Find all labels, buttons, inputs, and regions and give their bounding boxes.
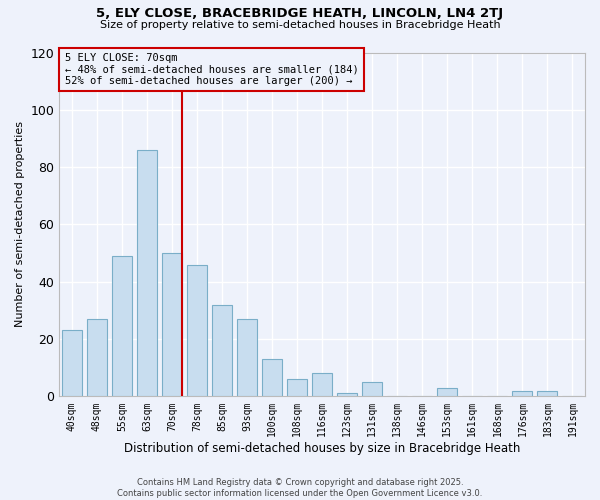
Bar (62, 330, 82, 396)
Bar (187, 264, 207, 396)
Bar (287, 379, 307, 396)
Bar (212, 304, 232, 396)
Bar (362, 382, 382, 396)
Text: 5, ELY CLOSE, BRACEBRIDGE HEATH, LINCOLN, LN4 2TJ: 5, ELY CLOSE, BRACEBRIDGE HEATH, LINCOLN… (97, 8, 503, 20)
Bar (337, 394, 357, 396)
Text: Contains HM Land Registry data © Crown copyright and database right 2025.
Contai: Contains HM Land Registry data © Crown c… (118, 478, 482, 498)
Y-axis label: Number of semi-detached properties: Number of semi-detached properties (15, 122, 25, 328)
Bar (312, 374, 332, 396)
X-axis label: Distribution of semi-detached houses by size in Bracebridge Heath: Distribution of semi-detached houses by … (124, 442, 520, 455)
Bar (437, 388, 457, 396)
Bar (162, 253, 182, 396)
Text: 5 ELY CLOSE: 70sqm
← 48% of semi-detached houses are smaller (184)
52% of semi-d: 5 ELY CLOSE: 70sqm ← 48% of semi-detache… (65, 53, 358, 86)
Bar (112, 256, 132, 396)
Bar (512, 390, 532, 396)
Bar (538, 390, 557, 396)
Bar (237, 319, 257, 396)
Text: Size of property relative to semi-detached houses in Bracebridge Heath: Size of property relative to semi-detach… (100, 20, 500, 30)
Bar (137, 150, 157, 396)
Bar (262, 359, 282, 397)
Bar (87, 319, 107, 396)
